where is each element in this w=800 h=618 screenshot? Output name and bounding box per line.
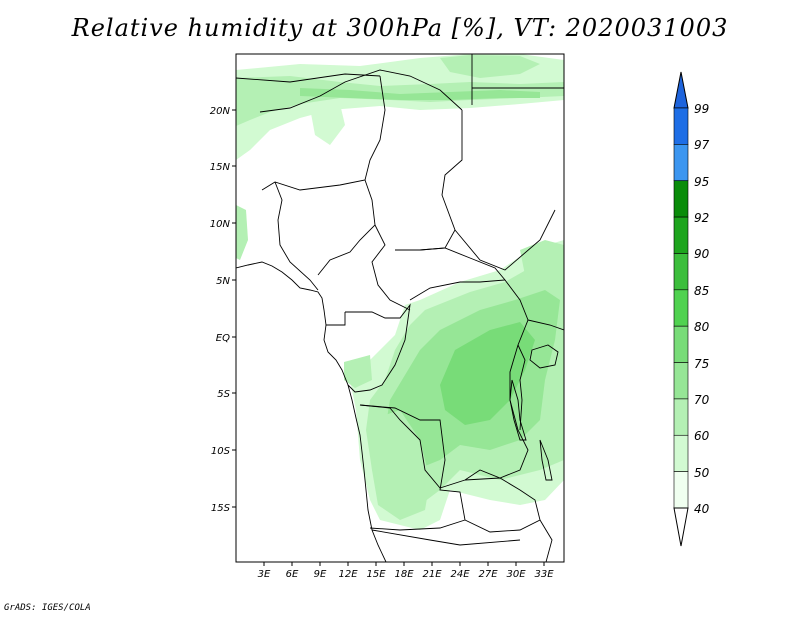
colorbar-label-99: 99 (694, 102, 709, 116)
lon-label-27e: 27E (478, 569, 498, 580)
humidity-patch-sahara (310, 104, 345, 145)
colorbar-label-40: 40 (694, 502, 710, 516)
border-namibia (371, 529, 521, 546)
humidity-gabon (344, 355, 372, 388)
lon-label-21e: 21E (422, 569, 442, 580)
lat-label-eq: EQ (216, 333, 230, 344)
colorbar-box (673, 398, 689, 436)
lat-label-10s: 10S (211, 446, 231, 457)
lon-label-3e: 3E (258, 569, 271, 580)
colorbar-label-75: 75 (694, 357, 709, 371)
border-cameroon (371, 224, 411, 311)
map-frame (235, 53, 565, 563)
lon-label-30e: 30E (506, 569, 526, 580)
humidity-band-north-core (300, 88, 540, 100)
border-zambia (464, 477, 541, 533)
lon-label-24e: 24E (450, 569, 470, 580)
grads-credit: GrADS: IGES/COLA (4, 603, 91, 613)
colorbar-label-95: 95 (694, 175, 709, 189)
border-tanzania (527, 319, 564, 331)
colorbar-box (673, 289, 689, 327)
colorbar-box (673, 253, 689, 291)
lat-label-15n: 15N (210, 162, 231, 173)
colorbar-label-80: 80 (694, 320, 710, 334)
humidity-central-peak (440, 322, 535, 425)
colorbar-box (673, 325, 689, 363)
lon-label-6e: 6E (286, 569, 299, 580)
border-sudan-south (454, 209, 556, 271)
border-gabon (326, 312, 346, 326)
lon-label-9e: 9E (314, 569, 327, 580)
lat-label-5s: 5S (217, 389, 230, 400)
border-angola (359, 404, 466, 531)
colorbar-label-85: 85 (694, 284, 709, 298)
colorbar-label-90: 90 (694, 247, 710, 261)
border-east-lakes (517, 344, 526, 431)
border-drc (359, 279, 529, 489)
colorbar: 99 97 95 92 90 85 80 75 70 60 50 40 (673, 71, 710, 547)
border-nigeria-east (317, 179, 376, 276)
lon-ticks (263, 562, 545, 566)
border-north-1 (236, 73, 381, 83)
lat-label-20n: 20N (210, 106, 231, 117)
lat-label-15s: 15S (211, 503, 231, 514)
border-congo (345, 303, 411, 393)
lon-label-33e: 33E (534, 569, 554, 580)
humidity-field (236, 54, 564, 530)
border-car (395, 247, 506, 301)
humidity-east (520, 240, 564, 290)
colorbar-label-70: 70 (694, 393, 710, 407)
colorbar-box (673, 107, 689, 145)
border-nigeria (274, 181, 319, 291)
lon-label-12e: 12E (338, 569, 358, 580)
colorbar-label-92: 92 (694, 211, 709, 225)
colorbar-label-60: 60 (694, 429, 710, 443)
lat-label-5n: 5N (216, 276, 230, 287)
lake-malawi (539, 439, 553, 481)
lat-label-10n: 10N (210, 219, 231, 230)
lat-ticks (232, 109, 236, 508)
colorbar-label-97: 97 (694, 138, 710, 152)
lon-label-18e: 18E (394, 569, 414, 580)
colorbar-bottom-arrow (673, 507, 689, 547)
border-mozambique (539, 519, 553, 562)
humidity-patch-nw (440, 55, 540, 78)
colorbar-top-arrow (673, 71, 689, 109)
country-borders (236, 54, 564, 562)
humidity-band-north-inner (236, 76, 564, 126)
colorbar-box (673, 216, 689, 254)
colorbar-box (673, 434, 689, 472)
lon-label-15e: 15E (366, 569, 386, 580)
colorbar-label-50: 50 (694, 466, 710, 480)
colorbar-box (673, 362, 689, 400)
humidity-patch-west (236, 205, 248, 260)
lake-victoria (529, 344, 559, 369)
colorbar-box (673, 180, 689, 218)
coastline-west-africa (236, 261, 387, 562)
humidity-angola (370, 410, 430, 520)
map-title: Relative humidity at 300hPa [%], VT: 202… (71, 14, 729, 42)
border-north-2 (259, 69, 463, 113)
border-chad (395, 110, 463, 251)
lake-tanganyika (509, 379, 527, 441)
colorbar-box (673, 471, 689, 509)
colorbar-box (673, 144, 689, 182)
